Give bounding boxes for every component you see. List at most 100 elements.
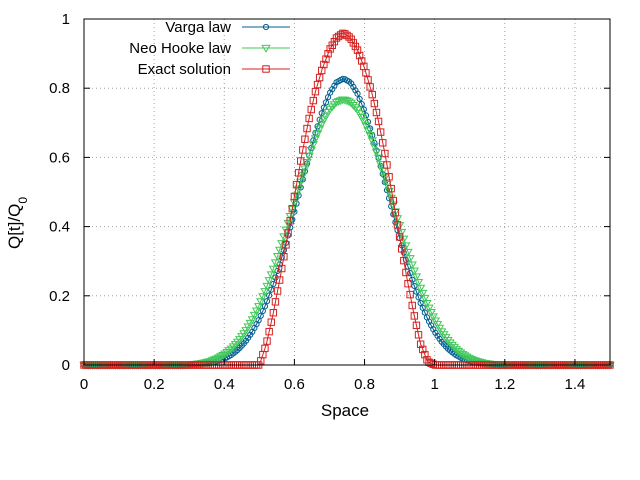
legend-label: Varga law bbox=[165, 19, 231, 36]
data-point-exact-solution bbox=[299, 146, 307, 154]
data-point-exact-solution bbox=[353, 46, 362, 54]
data-point-exact-solution bbox=[412, 321, 421, 330]
data-point-neo-hooke-law bbox=[352, 106, 363, 115]
data-point-exact-solution bbox=[400, 256, 408, 265]
data-point-neo-hooke-law bbox=[253, 303, 264, 312]
y-axis-label: Q[t]/Q0 bbox=[5, 197, 30, 249]
data-point-neo-hooke-law bbox=[308, 141, 319, 149]
data-point-neo-hooke-law bbox=[258, 293, 268, 302]
data-point-exact-solution bbox=[391, 208, 400, 217]
data-point-exact-solution bbox=[343, 31, 351, 40]
data-point-neo-hooke-law bbox=[418, 289, 428, 298]
legend-label: Exact solution bbox=[138, 61, 231, 78]
data-point-exact-solution bbox=[355, 51, 364, 60]
data-point-exact-solution bbox=[269, 309, 278, 317]
data-point-neo-hooke-law bbox=[373, 154, 384, 163]
x-tick-label: 0.8 bbox=[354, 376, 375, 393]
data-point-neo-hooke-law bbox=[216, 353, 226, 362]
data-point-varga-law bbox=[354, 90, 361, 97]
data-point-neo-hooke-law bbox=[220, 350, 230, 359]
data-point-varga-law bbox=[261, 303, 269, 310]
data-point-neo-hooke-law bbox=[375, 161, 386, 170]
y-axis-label-main: Q[t]/Q bbox=[5, 204, 24, 249]
data-point-exact-solution bbox=[385, 173, 393, 181]
x-tick-label: 0.4 bbox=[214, 376, 235, 393]
data-point-neo-hooke-law bbox=[317, 120, 327, 129]
data-point-exact-solution bbox=[408, 301, 416, 310]
data-point-neo-hooke-law bbox=[222, 348, 232, 357]
data-point-varga-law bbox=[407, 270, 414, 277]
data-point-exact-solution bbox=[307, 105, 315, 114]
data-point-exact-solution bbox=[273, 287, 282, 295]
data-point-neo-hooke-law bbox=[270, 259, 281, 268]
legend-entry-varga-law: Varga law bbox=[165, 19, 290, 36]
data-point-exact-solution bbox=[288, 204, 296, 213]
data-point-neo-hooke-law bbox=[378, 167, 388, 176]
y-tick-label: 0 bbox=[62, 357, 70, 374]
data-point-exact-solution bbox=[402, 268, 410, 277]
data-point-varga-law bbox=[322, 99, 330, 106]
data-point-neo-hooke-law bbox=[413, 279, 424, 287]
x-tick-label: 1 bbox=[430, 376, 438, 393]
data-point-neo-hooke-law bbox=[264, 277, 274, 286]
data-point-neo-hooke-law bbox=[403, 248, 413, 257]
data-point-neo-hooke-law bbox=[281, 226, 291, 235]
data-point-neo-hooke-law bbox=[390, 208, 401, 217]
data-point-neo-hooke-law bbox=[462, 353, 472, 362]
data-point-neo-hooke-law bbox=[380, 174, 390, 183]
data-point-varga-law bbox=[413, 288, 420, 295]
series-neo-hooke-law bbox=[79, 96, 615, 370]
data-point-neo-hooke-law bbox=[213, 354, 224, 363]
data-point-neo-hooke-law bbox=[428, 313, 438, 322]
data-point-varga-law bbox=[266, 292, 273, 299]
data-point-exact-solution bbox=[284, 229, 292, 237]
legend-label: Neo Hooke law bbox=[129, 40, 231, 57]
data-point-exact-solution bbox=[267, 318, 275, 326]
data-point-exact-solution bbox=[398, 245, 406, 253]
data-point-exact-solution bbox=[322, 55, 330, 63]
data-point-exact-solution bbox=[358, 57, 366, 65]
data-point-neo-hooke-law bbox=[300, 165, 310, 174]
data-point-neo-hooke-law bbox=[310, 135, 321, 144]
data-point-neo-hooke-law bbox=[266, 271, 276, 280]
data-point-exact-solution bbox=[292, 180, 301, 189]
data-point-neo-hooke-law bbox=[350, 104, 361, 113]
data-point-neo-hooke-law bbox=[405, 255, 415, 264]
data-point-neo-hooke-law bbox=[211, 355, 222, 364]
data-point-neo-hooke-law bbox=[399, 235, 409, 244]
data-point-varga-law bbox=[274, 267, 281, 275]
data-point-neo-hooke-law bbox=[342, 97, 352, 106]
data-point-neo-hooke-law bbox=[367, 137, 377, 146]
data-point-neo-hooke-law bbox=[331, 98, 342, 107]
data-point-neo-hooke-law bbox=[411, 273, 422, 282]
data-point-neo-hooke-law bbox=[279, 233, 289, 242]
data-point-neo-hooke-law bbox=[306, 146, 316, 155]
series-varga-law bbox=[80, 75, 614, 369]
data-point-neo-hooke-law bbox=[420, 294, 430, 303]
data-point-exact-solution bbox=[406, 290, 414, 299]
x-tick-label: 0 bbox=[80, 376, 88, 393]
series-line-neo-hooke-law bbox=[84, 98, 610, 366]
data-point-exact-solution bbox=[282, 241, 290, 249]
x-tick-label: 0.2 bbox=[144, 376, 165, 393]
data-point-neo-hooke-law bbox=[201, 359, 211, 368]
data-point-exact-solution bbox=[294, 169, 303, 177]
data-point-neo-hooke-law bbox=[199, 359, 209, 368]
legend-entry-exact-solution: Exact solution bbox=[138, 61, 290, 78]
data-point-exact-solution bbox=[324, 50, 332, 58]
data-point-exact-solution bbox=[320, 60, 328, 69]
data-point-neo-hooke-law bbox=[458, 351, 468, 360]
data-point-neo-hooke-law bbox=[333, 98, 344, 106]
data-point-exact-solution bbox=[410, 312, 419, 320]
data-point-exact-solution bbox=[376, 128, 385, 136]
data-point-exact-solution bbox=[313, 80, 322, 89]
data-point-exact-solution bbox=[362, 69, 370, 77]
y-tick-label: 0.6 bbox=[49, 149, 70, 166]
data-point-exact-solution bbox=[271, 298, 280, 306]
y-tick-label: 0.8 bbox=[49, 80, 70, 97]
data-point-neo-hooke-law bbox=[296, 178, 306, 187]
data-point-neo-hooke-law bbox=[336, 97, 346, 106]
data-point-neo-hooke-law bbox=[256, 298, 266, 307]
x-tick-label: 0.6 bbox=[284, 376, 305, 393]
data-point-varga-law bbox=[356, 95, 363, 103]
